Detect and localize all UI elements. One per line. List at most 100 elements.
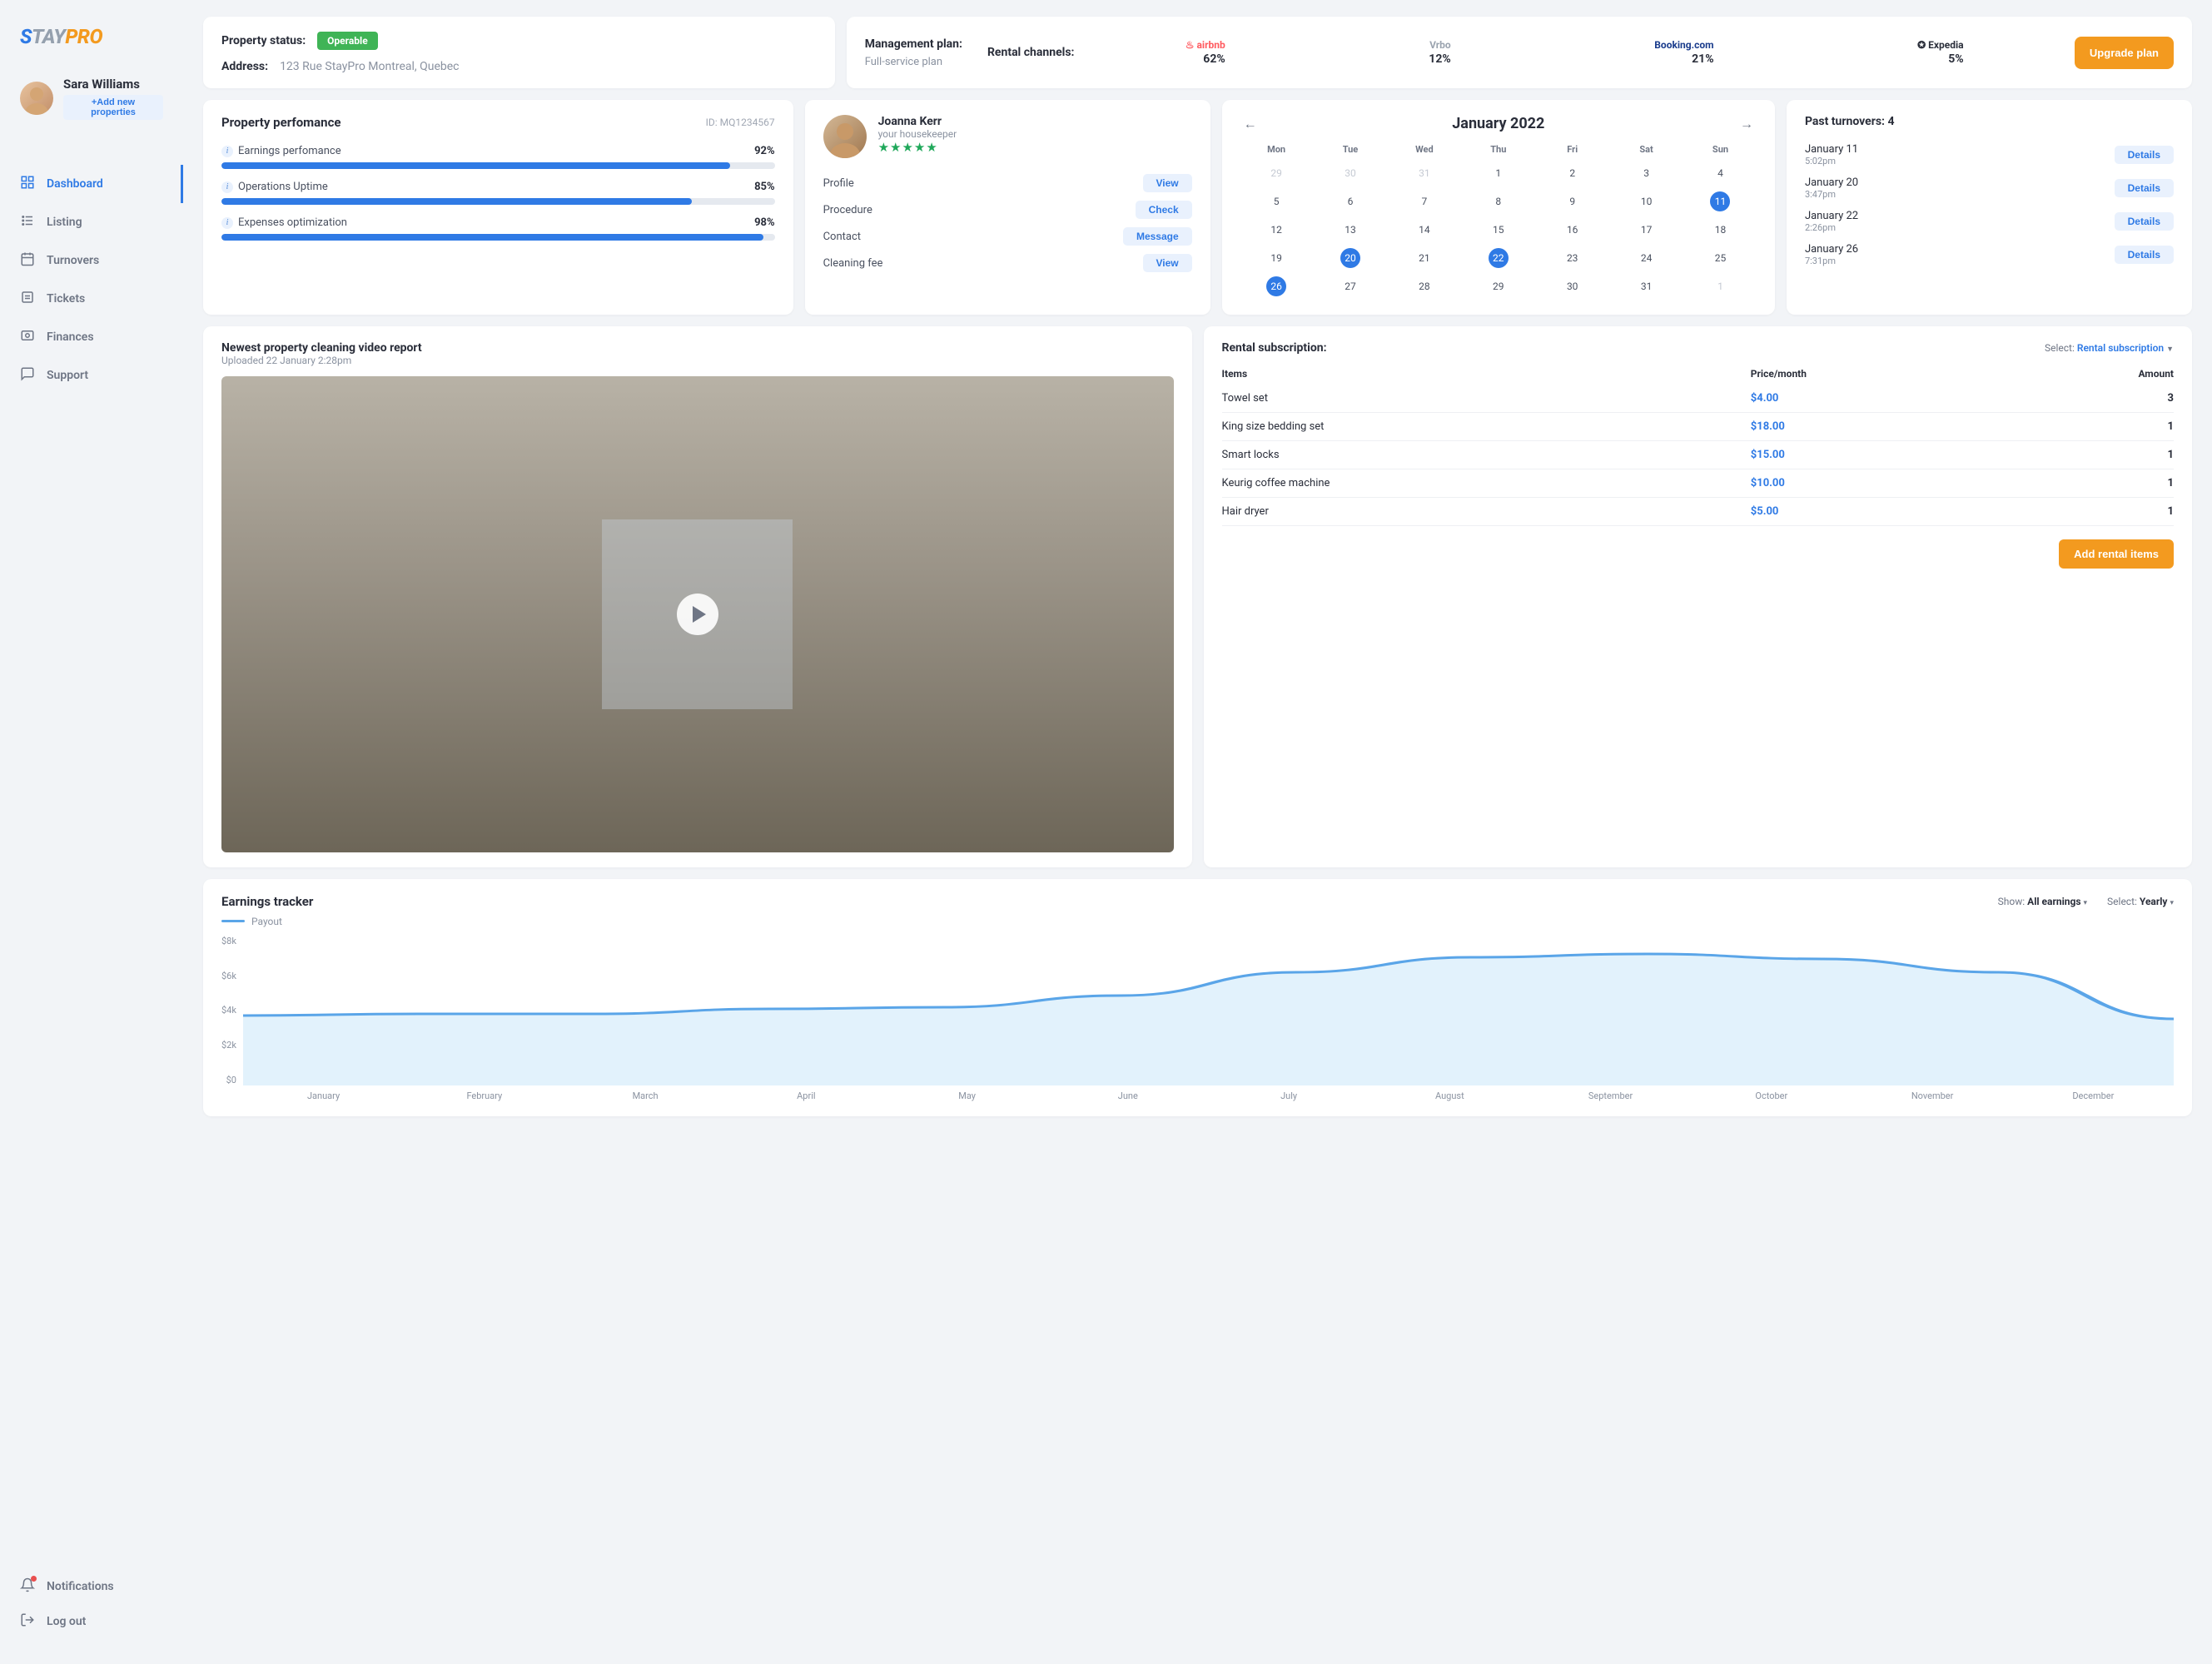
cal-day[interactable]: 29 — [1462, 273, 1534, 300]
chart-select-filter[interactable]: Select: Yearly▾ — [2107, 896, 2174, 907]
subscription-row: Hair dryer$5.001 — [1222, 498, 2175, 526]
nav-logout[interactable]: Log out — [0, 1604, 183, 1639]
cal-day[interactable]: 4 — [1684, 160, 1757, 186]
nav-notifications-label: Notifications — [47, 1580, 114, 1593]
turnover-details-button[interactable]: Details — [2115, 212, 2174, 231]
cal-day[interactable]: 25 — [1684, 245, 1757, 271]
cal-day[interactable]: 30 — [1536, 273, 1608, 300]
cal-day[interactable]: 16 — [1536, 216, 1608, 243]
cal-day[interactable]: 11 — [1684, 188, 1757, 215]
cal-day[interactable]: 19 — [1240, 245, 1313, 271]
chart-show-filter[interactable]: Show: All earnings▾ — [1998, 896, 2087, 907]
cal-day[interactable]: 29 — [1240, 160, 1313, 186]
sub-price: $5.00 — [1751, 505, 2005, 518]
cal-day[interactable]: 2 — [1536, 160, 1608, 186]
cal-day[interactable]: 1 — [1462, 160, 1534, 186]
cal-day[interactable]: 14 — [1388, 216, 1460, 243]
nav-item-finances[interactable]: Finances — [0, 318, 183, 356]
cal-day[interactable]: 31 — [1610, 273, 1683, 300]
cal-day[interactable]: 22 — [1462, 245, 1534, 271]
subscription-title: Rental subscription: — [1222, 341, 1327, 355]
nav-item-turnovers[interactable]: Turnovers — [0, 241, 183, 280]
cal-day[interactable]: 5 — [1240, 188, 1313, 215]
cal-day[interactable]: 30 — [1315, 160, 1387, 186]
x-label: September — [1530, 1090, 1691, 1101]
hk-action-row: Profile View — [823, 170, 1192, 196]
info-icon[interactable]: i — [221, 146, 233, 157]
cal-day[interactable]: 24 — [1610, 245, 1683, 271]
cal-day[interactable]: 9 — [1536, 188, 1608, 215]
cal-dow: Sun — [1684, 141, 1757, 158]
cal-day[interactable]: 23 — [1536, 245, 1608, 271]
cal-day[interactable]: 20 — [1315, 245, 1387, 271]
hk-check-button[interactable]: Check — [1136, 201, 1192, 219]
y-tick: $8k — [221, 936, 236, 946]
bell-icon — [20, 1577, 35, 1596]
management-card: Management plan: Full-service plan Renta… — [847, 17, 2192, 88]
cal-day[interactable]: 27 — [1315, 273, 1387, 300]
nav-item-dashboard[interactable]: Dashboard — [0, 165, 183, 203]
cal-day[interactable]: 26 — [1240, 273, 1313, 300]
cal-day[interactable]: 28 — [1388, 273, 1460, 300]
cal-day[interactable]: 18 — [1684, 216, 1757, 243]
cal-day[interactable]: 3 — [1610, 160, 1683, 186]
cal-dow: Tue — [1315, 141, 1387, 158]
turnover-details-button[interactable]: Details — [2115, 179, 2174, 197]
earnings-chart-card: Earnings tracker Show: All earnings▾ Sel… — [203, 879, 2192, 1116]
calendar-prev[interactable]: ← — [1240, 116, 1260, 132]
turnover-details-button[interactable]: Details — [2115, 246, 2174, 264]
cal-day[interactable]: 7 — [1388, 188, 1460, 215]
video-frame[interactable] — [221, 376, 1174, 852]
cal-day[interactable]: 10 — [1610, 188, 1683, 215]
nav-item-tickets[interactable]: Tickets — [0, 280, 183, 318]
calendar-next[interactable]: → — [1737, 116, 1757, 132]
turnover-details-button[interactable]: Details — [2115, 146, 2174, 164]
turnover-time: 5:02pm — [1805, 156, 1858, 166]
metric-label: Expenses optimization — [238, 216, 347, 229]
cal-day[interactable]: 13 — [1315, 216, 1387, 243]
cal-day[interactable]: 17 — [1610, 216, 1683, 243]
th-price: Price/month — [1751, 368, 2005, 380]
hk-action-row: ProcedureCheck — [823, 196, 1192, 223]
hk-view-button[interactable]: View — [1143, 174, 1192, 192]
hk-action-label: Profile — [823, 177, 854, 190]
upgrade-plan-button[interactable]: Upgrade plan — [2075, 37, 2174, 69]
cal-day[interactable]: 21 — [1388, 245, 1460, 271]
x-label: May — [887, 1090, 1047, 1101]
info-icon[interactable]: i — [221, 181, 233, 193]
nav-item-listing[interactable]: Listing — [0, 203, 183, 241]
hk-message-button[interactable]: Message — [1123, 227, 1192, 246]
cal-day[interactable]: 15 — [1462, 216, 1534, 243]
nav-item-label: Turnovers — [47, 254, 99, 267]
nav-item-support[interactable]: Support — [0, 356, 183, 395]
info-icon[interactable]: i — [221, 217, 233, 229]
housekeeper-avatar[interactable] — [823, 115, 867, 158]
user-avatar[interactable] — [20, 82, 53, 115]
hk-view-button[interactable]: View — [1143, 254, 1192, 272]
sub-amount: 1 — [2005, 449, 2174, 461]
nav-item-label: Finances — [47, 330, 94, 344]
user-block: Sara Williams +Add new properties — [0, 68, 183, 140]
legend-line-icon — [221, 920, 245, 922]
logout-icon — [20, 1612, 35, 1631]
sub-item: Hair dryer — [1222, 505, 1751, 518]
cal-day[interactable]: 6 — [1315, 188, 1387, 215]
play-icon[interactable] — [677, 594, 718, 635]
turnover-date: January 26 — [1805, 243, 1858, 256]
cal-day[interactable]: 1 — [1684, 273, 1757, 300]
add-rental-button[interactable]: Add rental items — [2059, 539, 2174, 569]
cal-dow: Thu — [1462, 141, 1534, 158]
nav-notifications[interactable]: Notifications — [0, 1569, 183, 1604]
sub-price: $15.00 — [1751, 449, 2005, 461]
turnovers-title: Past turnovers: 4 — [1805, 115, 2174, 128]
channel-pct: 21% — [1692, 52, 1713, 66]
cal-day[interactable]: 12 — [1240, 216, 1313, 243]
subscription-select[interactable]: Select: Rental subscription▼ — [2045, 342, 2174, 354]
nav-item-label: Dashboard — [47, 177, 103, 191]
cal-day[interactable]: 31 — [1388, 160, 1460, 186]
cal-day[interactable]: 8 — [1462, 188, 1534, 215]
tickets-icon — [20, 290, 35, 308]
channel-list: ♨ airbnb62% Vrbo12% Booking.com21%✪ Expe… — [1091, 39, 2057, 66]
add-property-button[interactable]: +Add new properties — [63, 95, 163, 120]
sidebar: STAYPRO Sara Williams +Add new propertie… — [0, 0, 183, 1664]
